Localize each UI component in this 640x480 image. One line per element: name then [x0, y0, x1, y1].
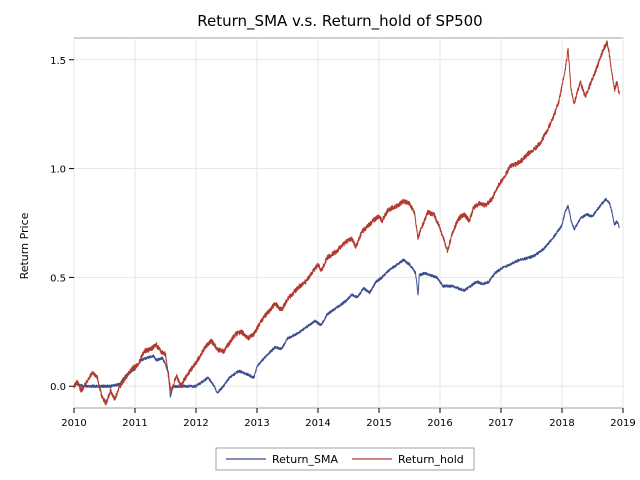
- x-tick-label: 2018: [549, 418, 574, 429]
- y-tick-label: 1.5: [50, 56, 66, 67]
- x-tick-label: 2014: [305, 418, 330, 429]
- legend-label: Return_SMA: [272, 453, 338, 466]
- y-tick-label: 1.0: [50, 165, 66, 176]
- series-line-return-sma: [73, 197, 620, 398]
- x-tick-label: 2015: [366, 418, 391, 429]
- legend-label: Return_hold: [398, 453, 464, 466]
- series-layer: [73, 40, 620, 406]
- series-line-return-hold: [73, 40, 620, 406]
- chart-title: Return_SMA v.s. Return_hold of SP500: [197, 12, 482, 31]
- y-tick-label: 0.5: [50, 273, 66, 284]
- y-tick-label: 0.0: [50, 382, 66, 393]
- grid-layer: [73, 38, 624, 408]
- y-axis-label: Return Price: [18, 212, 31, 279]
- x-tick-label: 2016: [427, 418, 452, 429]
- x-tick-label: 2017: [488, 418, 513, 429]
- x-tick-label: 2013: [244, 418, 269, 429]
- x-tick-label: 2019: [610, 418, 635, 429]
- x-tick-label: 2010: [61, 418, 86, 429]
- legend-box: [215, 447, 475, 471]
- plot-area: [73, 37, 624, 409]
- x-tick-label: 2012: [183, 418, 208, 429]
- x-axis: 2010 2011 2012 2013 2014 2015 2016 2017 2018 2019: [61, 408, 636, 429]
- x-tick-label: 2011: [122, 418, 147, 429]
- y-axis: 0.0 0.5 1.0 1.5: [50, 56, 74, 393]
- legend: Return_SMA Return_hold: [215, 447, 475, 471]
